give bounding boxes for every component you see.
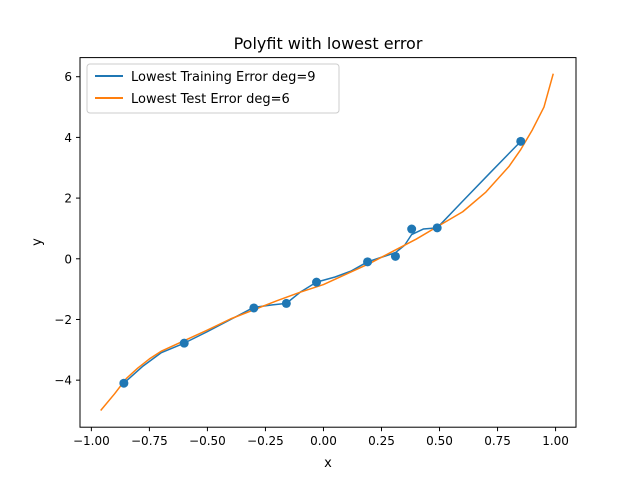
scatter-point-0	[119, 378, 129, 388]
series-line-0	[123, 140, 522, 384]
y-tick-label-5: 6	[64, 70, 72, 84]
series-line-1	[100, 73, 554, 411]
x-tick-label-5: 0.25	[368, 434, 395, 448]
scatter-point-2	[249, 303, 259, 313]
x-tick-label-6: 0.50	[426, 434, 453, 448]
y-axis-label: y	[30, 238, 45, 246]
y-tick-label-1: −2	[54, 313, 72, 327]
y-tick-label-4: 4	[64, 131, 72, 145]
x-tick-label-3: −0.25	[247, 434, 284, 448]
legend: Lowest Training Error deg=9 Lowest Test …	[86, 63, 340, 114]
y-tick-label-2: 0	[64, 252, 72, 266]
x-tick-label-0: −1.00	[73, 434, 110, 448]
x-tick-label-1: −0.75	[131, 434, 168, 448]
y-axis: −4 −2 0 2 4 6	[54, 70, 80, 388]
x-tick-label-7: 0.75	[484, 434, 511, 448]
x-axis-label: x	[324, 456, 332, 471]
scatter-point-4	[312, 277, 322, 287]
y-tick-label-0: −4	[54, 374, 72, 388]
chart-title: Polyfit with lowest error	[234, 34, 423, 53]
legend-box	[86, 63, 340, 114]
scatter-point-8	[432, 223, 442, 233]
x-tick-label-8: 1.00	[542, 434, 569, 448]
scatter-point-1	[179, 338, 189, 348]
x-axis: −1.00 −0.75 −0.50 −0.25 0.00 0.25 0.50 0.75 1.00	[73, 427, 569, 448]
x-tick-label-4: 0.00	[310, 434, 337, 448]
plot-area	[100, 73, 554, 411]
scatter-point-3	[281, 298, 291, 308]
scatter-point-7	[407, 224, 417, 234]
scatter-point-5	[363, 257, 373, 267]
y-tick-label-3: 2	[64, 192, 72, 206]
x-tick-label-2: −0.50	[189, 434, 226, 448]
scatter-point-9	[516, 136, 526, 146]
legend-label-training: Lowest Training Error deg=9	[131, 70, 316, 85]
scatter-point-6	[390, 251, 400, 261]
legend-label-test: Lowest Test Error deg=6	[131, 92, 290, 107]
plot-frame	[79, 57, 577, 428]
